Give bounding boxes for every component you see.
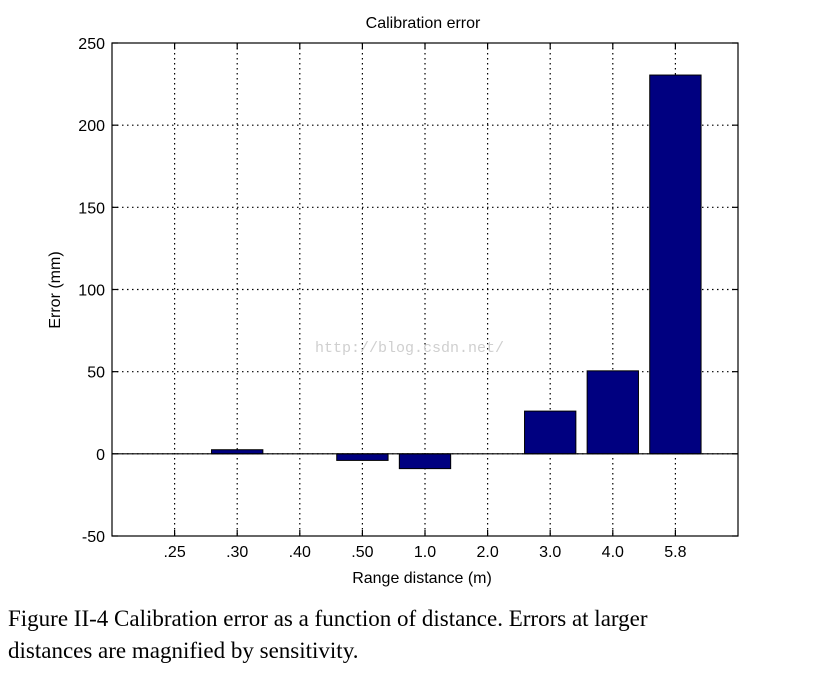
x-tick-label: .30 (226, 544, 248, 561)
y-tick-label: 0 (96, 447, 105, 464)
bar-5p8 (649, 74, 702, 455)
axis-ticks (112, 42, 738, 537)
watermark: http://blog.csdn.net/ (315, 340, 504, 357)
y-axis-label: Error (mm) (47, 251, 64, 328)
y-tick-label: -50 (82, 529, 105, 546)
y-tick-label: 50 (87, 365, 105, 382)
bar-p50 (336, 453, 389, 461)
x-tick-label: 4.0 (602, 544, 624, 561)
x-tick-label: .25 (163, 544, 185, 561)
y-tick-label: 200 (78, 118, 105, 135)
bar-4p0 (586, 370, 639, 455)
calibration-error-chart: Calibration error -50 0 50 100 150 200 250 .25… (47, 15, 739, 587)
figure-caption: Figure II-4 Calibration error as a funct… (8, 603, 818, 667)
y-tick-label: 250 (78, 36, 105, 53)
x-tick-label: 1.0 (414, 544, 436, 561)
y-tick-label: 150 (78, 200, 105, 217)
chart-title: Calibration error (366, 15, 481, 32)
caption-line-2: distances are magnified by sensitivity. (8, 638, 359, 663)
x-tick-label: 3.0 (539, 544, 561, 561)
bars (211, 74, 702, 470)
x-tick-labels: .25 .30 .40 .50 1.0 2.0 3.0 4.0 5.8 (163, 544, 686, 561)
bar-3p0 (524, 410, 577, 455)
x-tick-label: 2.0 (476, 544, 498, 561)
x-axis-label: Range distance (m) (352, 570, 492, 587)
x-tick-label: 5.8 (664, 544, 686, 561)
bar-1p0 (398, 453, 452, 470)
y-tick-labels: -50 0 50 100 150 200 250 (78, 36, 105, 546)
caption-line-1: Figure II-4 Calibration error as a funct… (8, 606, 648, 631)
x-tick-label: .40 (289, 544, 311, 561)
bar-p30 (211, 449, 264, 455)
y-tick-label: 100 (78, 283, 105, 300)
x-tick-label: .50 (351, 544, 373, 561)
